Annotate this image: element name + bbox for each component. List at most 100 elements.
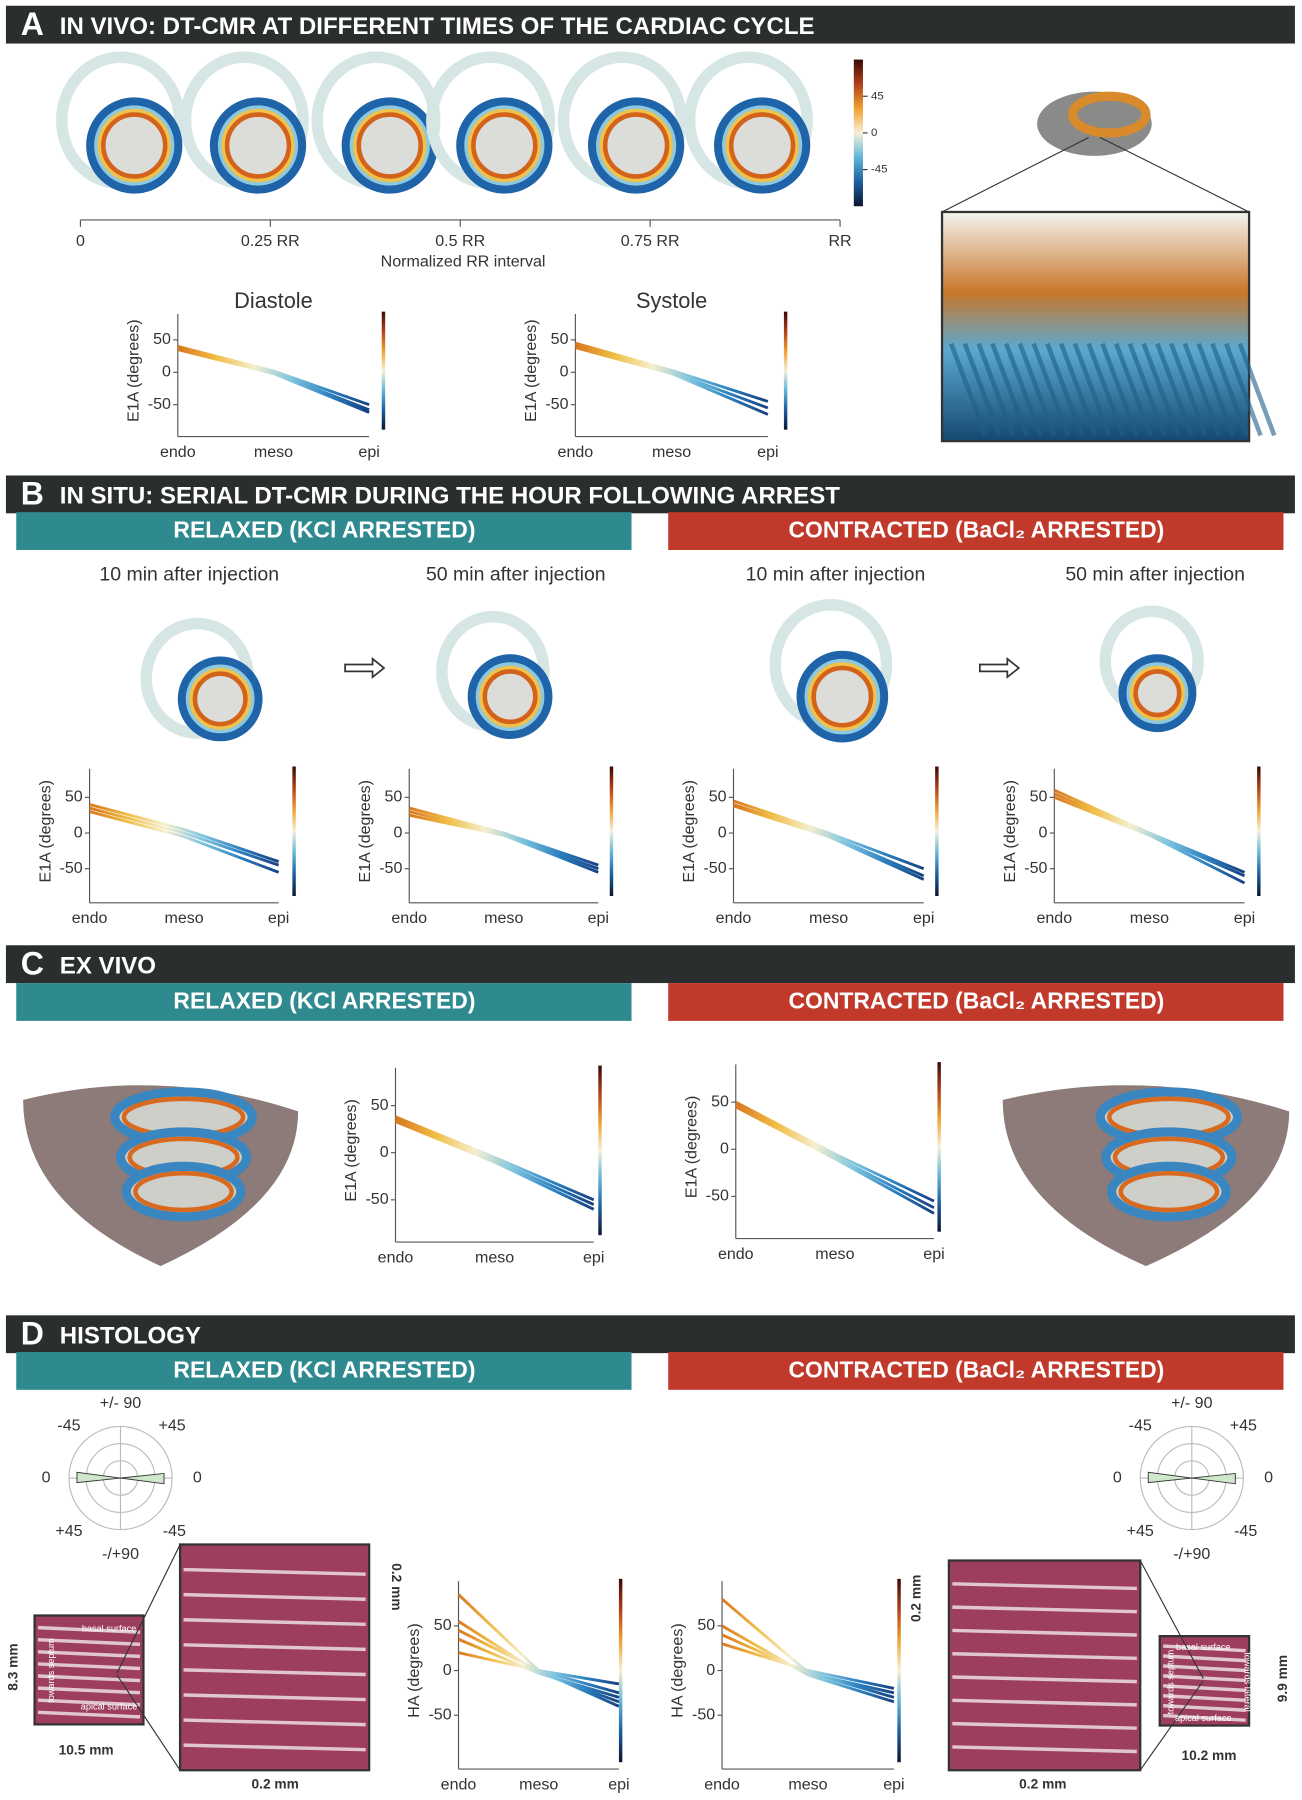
lv-epi xyxy=(177,656,263,742)
x-tick-label: endo xyxy=(160,443,196,461)
data-line xyxy=(177,348,370,414)
y-tick-label: -50 xyxy=(1024,859,1047,877)
x-tick-label: meso xyxy=(815,1245,854,1263)
data-line xyxy=(458,1651,620,1686)
fibre xyxy=(1196,342,1236,437)
y-tick-label: -50 xyxy=(60,859,83,877)
data-line xyxy=(735,1105,935,1215)
y-tick-label: 0 xyxy=(393,823,402,841)
rr-tick-label: RR xyxy=(828,232,851,250)
lv-mid2 xyxy=(599,108,673,183)
y-tick-label: 0 xyxy=(718,823,727,841)
fibre xyxy=(990,342,1029,437)
data-line xyxy=(457,1637,620,1699)
lv-cavity xyxy=(606,115,666,176)
y-tick-label: 0 xyxy=(706,1661,715,1679)
y-tick-label: 0 xyxy=(74,823,83,841)
render-cone xyxy=(1037,91,1152,156)
y-tick-label: -50 xyxy=(365,1190,388,1208)
y-tick-label: 0 xyxy=(1039,823,1048,841)
panel-bar xyxy=(5,5,1295,44)
data-line xyxy=(733,799,925,871)
lv-mid xyxy=(349,105,430,186)
lv-mid2 xyxy=(467,108,542,183)
data-line xyxy=(735,1103,935,1209)
group-header: CONTRACTED (BaCl₂ ARRESTED) xyxy=(788,1357,1164,1383)
histology-stripe xyxy=(37,1674,141,1683)
colorbar xyxy=(598,1065,602,1236)
y-tick-label: -50 xyxy=(706,1187,729,1205)
x-tick-label: meso xyxy=(254,443,293,461)
fibre xyxy=(949,342,988,437)
lv-mid xyxy=(804,658,881,735)
histology-stripe xyxy=(952,1745,1137,1754)
lv-mid2 xyxy=(1129,665,1185,721)
lv-mid2 xyxy=(353,108,427,183)
y-tick-label: 0 xyxy=(380,1143,389,1161)
y-axis-label: HA (degrees) xyxy=(669,1623,687,1717)
image-label: towards septum xyxy=(1166,1649,1176,1714)
histology-stripe xyxy=(183,1592,366,1601)
lv-cavity xyxy=(732,115,792,176)
lv-mid2 xyxy=(221,108,295,183)
fibre xyxy=(1141,342,1181,437)
lv-endo xyxy=(811,665,874,728)
image-label: basal surface xyxy=(82,1624,136,1634)
arrow xyxy=(344,657,386,679)
data-line xyxy=(721,1633,895,1695)
lv-epi xyxy=(86,97,183,194)
timepoint-label: 10 min after injection xyxy=(746,563,926,585)
data-line xyxy=(394,1118,595,1206)
image-label: 8.3 mm xyxy=(6,1643,21,1690)
lv-endo xyxy=(728,112,796,179)
x-tick-label: endo xyxy=(558,443,594,461)
y-tick-label: 50 xyxy=(709,788,727,806)
slice-lv-endo xyxy=(1118,1170,1220,1213)
polar-label: -45 xyxy=(163,1522,186,1540)
timepoint-label: 10 min after injection xyxy=(99,563,279,585)
data-line xyxy=(721,1642,895,1690)
lv-mid2 xyxy=(807,662,877,731)
histology-stripe xyxy=(1163,1713,1246,1722)
polar-label: 0 xyxy=(42,1468,51,1486)
lv-endo xyxy=(602,112,670,179)
lv-cavity xyxy=(104,115,165,176)
histology-stripe xyxy=(952,1698,1137,1707)
lv-epi xyxy=(587,97,685,194)
panel-title: IN VIVO: DT-CMR AT DIFFERENT TIMES OF TH… xyxy=(60,13,815,40)
lv-mid xyxy=(217,105,299,186)
histology-stripe xyxy=(37,1650,141,1659)
panel-title: HISTOLOGY xyxy=(60,1322,201,1349)
fibre xyxy=(1059,342,1098,437)
histology-stripe xyxy=(37,1710,141,1719)
x-tick-label: epi xyxy=(583,1248,604,1266)
lv-endo xyxy=(192,671,248,727)
rr-tick-label: 0 xyxy=(76,232,85,250)
x-tick-label: epi xyxy=(608,1775,629,1793)
fibre xyxy=(962,342,1002,437)
lv-cavity xyxy=(228,115,288,176)
polar-label: -45 xyxy=(1234,1522,1257,1540)
image-label: 0.2 mm xyxy=(389,1563,404,1610)
x-tick-label: epi xyxy=(923,1245,944,1263)
data-line xyxy=(1053,796,1246,885)
x-tick-label: endo xyxy=(704,1775,740,1793)
y-tick-label: 50 xyxy=(371,1096,389,1114)
lv-mid2 xyxy=(97,108,171,183)
polar-petal xyxy=(76,1471,165,1485)
x-tick-label: epi xyxy=(268,909,289,927)
lv-endo xyxy=(356,112,423,179)
data-line xyxy=(735,1100,935,1203)
x-tick-label: meso xyxy=(788,1775,827,1793)
x-tick-label: meso xyxy=(484,909,523,927)
histology-stripe xyxy=(183,1567,366,1576)
lv-endo xyxy=(224,112,292,179)
y-tick-label: 0 xyxy=(560,363,569,381)
data-line xyxy=(574,341,769,403)
colorbar xyxy=(935,766,939,896)
chart-title: Diastole xyxy=(234,288,313,313)
histology-stripe xyxy=(1163,1694,1246,1703)
colorbar-label: -45 xyxy=(871,164,888,176)
panel-title: EX VIVO xyxy=(60,952,156,979)
histology-stripe xyxy=(183,1643,366,1652)
